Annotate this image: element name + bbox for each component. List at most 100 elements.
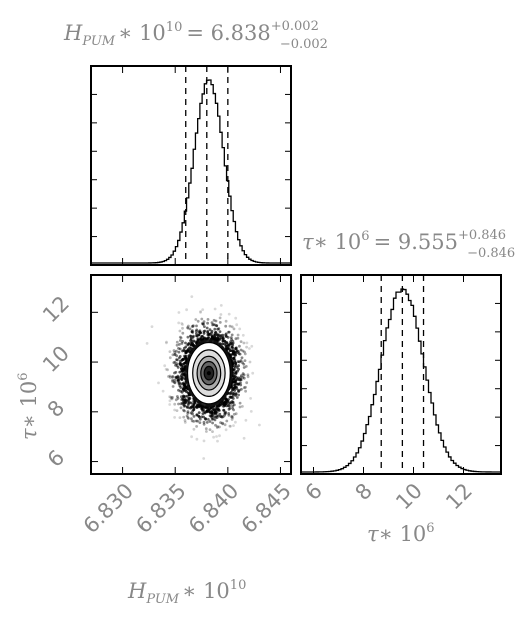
scatter-point: [173, 381, 177, 385]
scatter-point: [234, 412, 238, 416]
scatter-point: [175, 362, 179, 366]
scatter-point: [192, 399, 196, 403]
scatter-point: [218, 330, 222, 333]
scatter-point: [197, 411, 201, 414]
scatter-point: [207, 410, 211, 413]
scatter-point: [168, 376, 172, 379]
scatter-point: [171, 396, 175, 399]
scatter-point: [242, 366, 246, 369]
scatter-point: [219, 421, 223, 424]
scatter-point: [178, 343, 181, 346]
scatter-point: [201, 308, 205, 311]
scatter-point: [187, 417, 190, 420]
scatter-point: [227, 330, 230, 334]
scatter-point: [150, 325, 154, 328]
scatter-point: [202, 457, 206, 460]
scatter-point: [220, 336, 224, 340]
scatter-point: [221, 421, 224, 425]
scatter-point: [199, 311, 202, 314]
scatter-point: [168, 350, 172, 353]
scatter-point: [178, 381, 181, 385]
scatter-point: [250, 344, 254, 348]
scatter-point: [173, 416, 177, 419]
scatter-point: [178, 416, 182, 419]
scatter-point: [163, 364, 167, 368]
scatter-point: [198, 417, 202, 421]
axis-frame-h: [90, 65, 292, 266]
scatter-point: [218, 412, 222, 416]
scatter-point: [229, 391, 233, 394]
scatter-point: [232, 356, 236, 360]
scatter-point: [234, 371, 238, 375]
scatter-point: [191, 409, 195, 413]
scatter-point: [171, 385, 175, 388]
scatter-point: [208, 328, 212, 332]
scatter-point: [186, 416, 190, 419]
scatter-point: [179, 389, 183, 393]
scatter-point: [145, 342, 149, 345]
scatter-point: [181, 388, 185, 392]
scatter-point: [233, 358, 237, 362]
scatter-point: [209, 406, 213, 410]
scatter-point: [188, 327, 192, 331]
scatter-point: [224, 319, 228, 323]
x-tick-label-h: 6.835: [131, 479, 190, 538]
scatter-point: [190, 417, 193, 421]
scatter-point: [240, 356, 244, 360]
scatter-point: [180, 367, 183, 371]
scatter-point: [191, 325, 195, 328]
scatter-point: [192, 403, 196, 407]
scatter-point: [235, 349, 239, 353]
scatter-point: [202, 322, 205, 326]
histogram-h: [91, 79, 291, 264]
scatter-point: [223, 413, 227, 417]
scatter-point: [184, 345, 188, 349]
scatter-point: [243, 359, 247, 362]
scatter-point: [208, 420, 212, 423]
scatter-point: [185, 308, 189, 312]
scatter-point: [197, 415, 201, 418]
scatter-point: [190, 325, 194, 328]
scatter-point: [217, 404, 221, 407]
scatter-point: [244, 389, 248, 393]
scatter-point: [170, 397, 174, 401]
scatter-point: [219, 415, 223, 418]
scatter-point: [188, 346, 191, 350]
scatter-point: [229, 353, 233, 357]
scatter-point: [178, 355, 182, 358]
scatter-point: [231, 406, 235, 410]
scatter-point: [182, 394, 185, 398]
scatter-point: [234, 337, 238, 341]
scatter-point: [229, 336, 233, 339]
scatter-point: [229, 349, 233, 352]
scatter-point: [228, 395, 232, 399]
scatter-point: [224, 428, 228, 432]
histogram-h-panel: [90, 65, 292, 266]
scatter-point: [196, 403, 199, 406]
density-panel: [90, 274, 292, 475]
scatter-point: [186, 326, 190, 330]
scatter-point: [181, 326, 184, 330]
scatter-point: [221, 339, 225, 343]
scatter-point: [178, 335, 182, 339]
scatter-point: [244, 418, 248, 422]
scatter-point: [227, 312, 231, 316]
scatter-point: [189, 405, 193, 409]
y-tick-label-tau: 12: [38, 291, 74, 327]
scatter-point: [182, 415, 186, 419]
scatter-point: [229, 401, 233, 405]
scatter-point: [202, 439, 206, 443]
scatter-point: [219, 304, 223, 307]
scatter-point: [233, 365, 237, 368]
scatter-point: [198, 421, 202, 424]
scatter-point: [230, 414, 234, 418]
scatter-point: [241, 349, 245, 353]
scatter-point: [238, 360, 242, 364]
scatter-point: [244, 365, 248, 368]
y-axis-label-tau: τ∗ 106: [16, 372, 41, 440]
scatter-point: [234, 392, 238, 396]
scatter-point: [171, 378, 175, 382]
scatter-point: [235, 396, 239, 399]
scatter-point: [171, 375, 175, 378]
